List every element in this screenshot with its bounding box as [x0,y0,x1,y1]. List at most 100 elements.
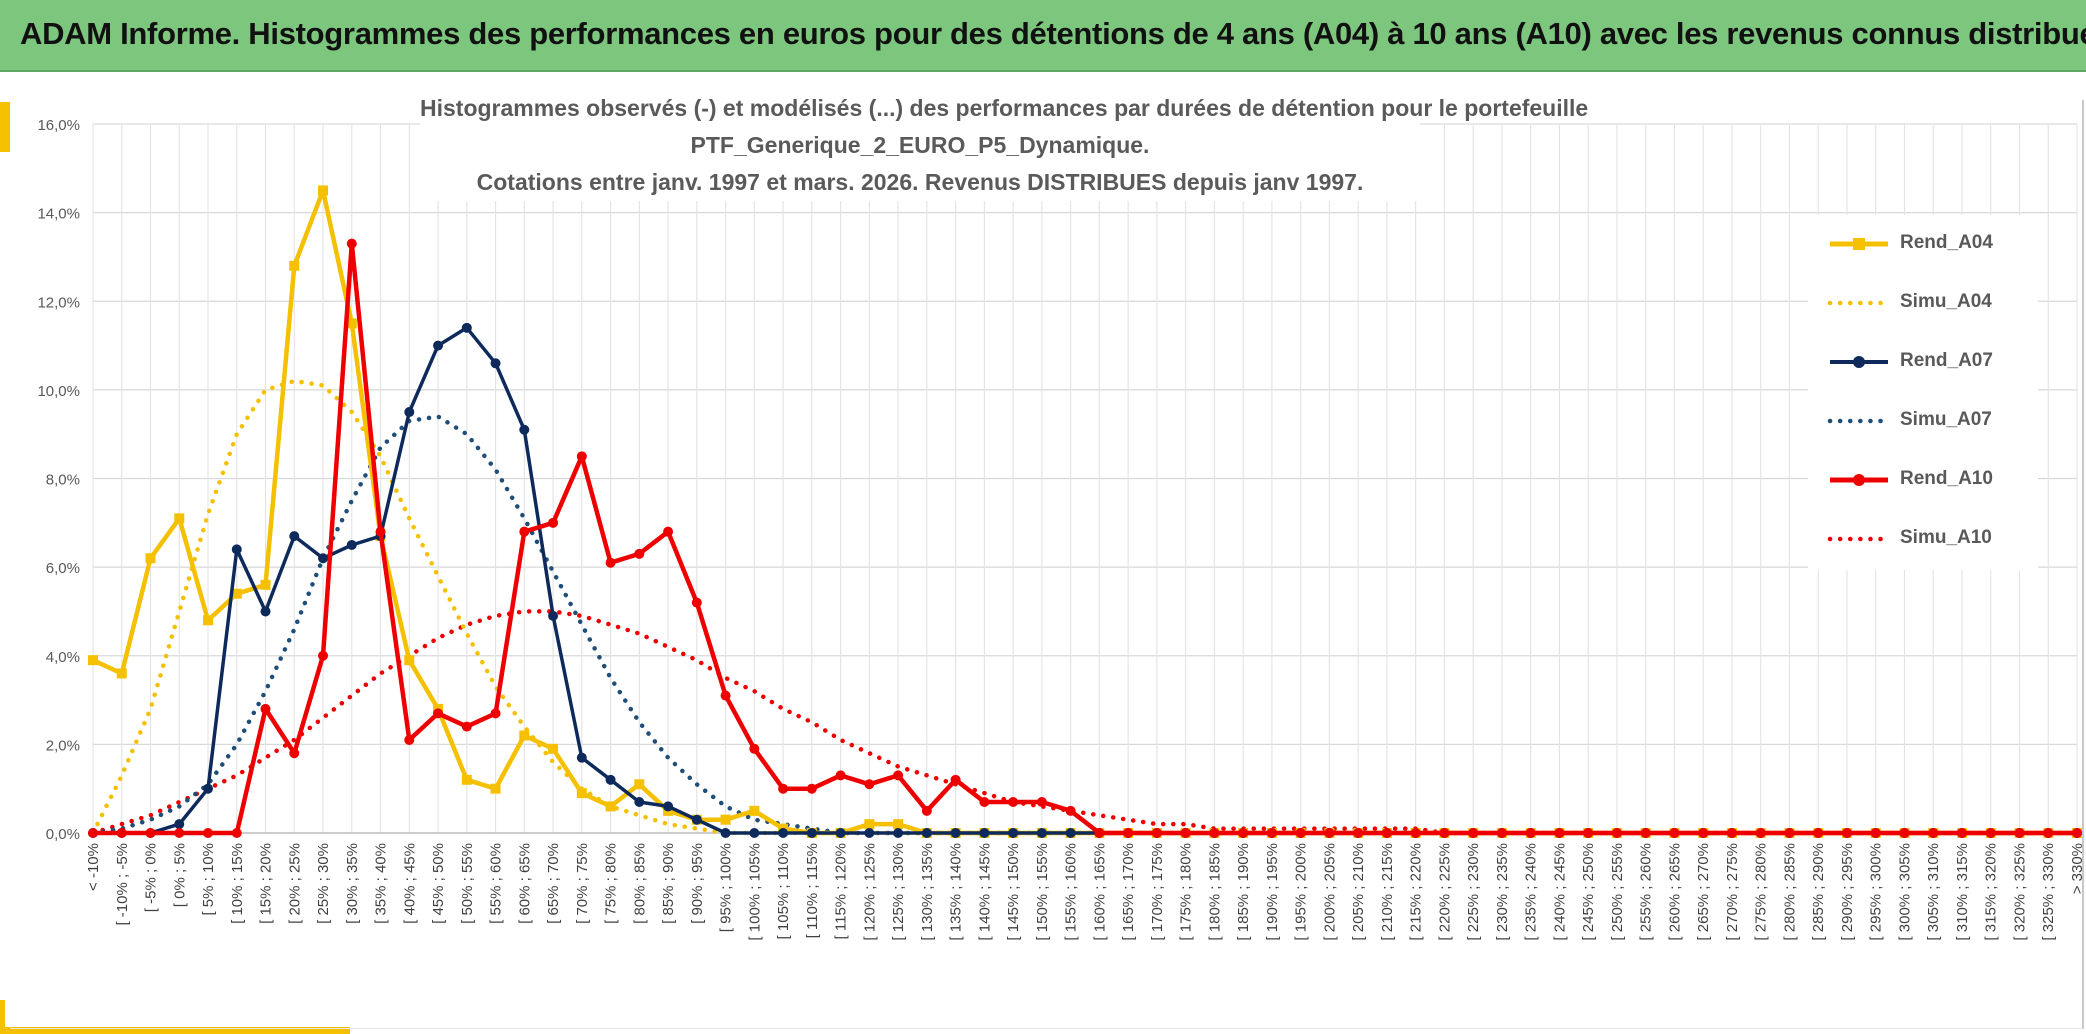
legend-swatch-rend-a10 [1830,474,1888,486]
data-point [1008,828,1019,838]
x-tick-label: [ 160% ; 165% [1091,843,1108,941]
x-tick-label: [ 210% ; 215% [1379,843,1396,941]
series-line-rend-a04 [92,188,2077,836]
data-point [203,615,214,626]
data-point [260,579,271,590]
legend-swatch-simu-a07 [1827,418,1891,424]
data-point [1669,828,1680,838]
legend-label: Simu_A04 [1900,291,1992,312]
data-point [1266,828,1277,838]
data-point [548,610,559,621]
data-point [548,517,559,528]
x-tick-label: [ 75% ; 80% [603,843,620,924]
legend-item-rend-a04: Rend_A04 [1826,229,2036,259]
legend-swatch-simu-a10 [1827,536,1891,542]
data-point [1036,828,1047,838]
data-point [1698,828,1709,838]
y-tick-label: 8,0% [46,472,80,489]
data-point [663,801,674,812]
x-tick-label: [ 80% ; 85% [631,843,648,924]
series-simu-a10 [90,609,2080,836]
legend-item-rend-a07: Rend_A07 [1826,347,2036,377]
data-point [461,774,472,785]
x-tick-label: [ 140% ; 145% [976,843,993,941]
data-point [88,655,98,666]
data-point [806,828,817,838]
data-point [1439,828,1450,838]
x-tick-label: [ 180% ; 185% [1206,843,1223,941]
data-point [1151,828,1162,838]
data-point [605,801,616,812]
data-point [231,828,242,838]
y-tick-label: 10,0% [37,383,80,400]
data-point [1755,828,1766,838]
data-point [1611,828,1622,838]
series-rend-a10 [88,238,2082,838]
x-tick-label: [ 320% ; 325% [2011,843,2028,941]
data-point [1554,828,1565,838]
data-point [145,828,156,838]
y-tick-label: 14,0% [37,206,80,223]
chart-title: Histogrammes observés (-) et modélisés (… [420,90,1588,201]
data-point [778,783,789,794]
x-tick-label: [ 10% ; 15% [229,843,246,924]
data-point [1525,828,1536,838]
x-tick-label: [ 115% ; 120% [833,843,850,939]
x-tick-label: [ 150% ; 155% [1034,843,1051,941]
y-tick-label: 12,0% [37,294,80,311]
x-tick-label: [ 30% ; 35% [344,843,361,924]
x-tick-label: [ 0% ; 5% [171,843,188,907]
data-point [1180,828,1191,838]
legend-item-simu-a10: Simu_A10 [1826,524,2036,554]
data-point [893,770,904,781]
data-point [835,828,846,838]
x-tick-label: [ 275% ; 280% [1753,843,1770,941]
data-point [921,828,932,838]
data-point [691,814,702,825]
chart-series [88,185,2082,838]
data-point [1813,828,1824,838]
data-point [720,690,731,701]
legend-label: Rend_A10 [1900,468,1993,489]
x-tick-label: [ 230% ; 235% [1494,843,1511,941]
x-tick-label: [ 40% ; 45% [401,843,418,924]
data-point [433,708,444,719]
legend-swatch-simu-a04 [1827,300,1891,306]
accent-bar-left [0,102,10,152]
data-point [203,783,214,794]
data-point [749,828,760,838]
data-point [576,752,587,763]
data-point [1036,796,1047,807]
data-point [375,526,386,537]
data-point [1094,828,1105,838]
x-tick-label: [ 25% ; 30% [315,843,332,924]
data-point [1784,828,1795,838]
data-point [404,655,415,666]
header-banner: ADAM Informe. Histogrammes des performan… [0,0,2086,72]
data-point [950,774,961,785]
data-point [88,828,98,838]
chart-title-line-2: PTF_Generique_2_EURO_P5_Dynamique. [690,132,1150,158]
data-point [893,828,904,838]
data-point [1065,828,1076,838]
data-point [404,407,415,418]
data-point [720,828,731,838]
data-point [749,805,760,816]
legend-item-rend-a10: Rend_A10 [1826,465,2036,495]
x-tick-label: [ 280% ; 285% [1781,843,1798,941]
data-point [835,770,846,781]
data-point [1583,828,1594,838]
legend-label: Rend_A07 [1900,350,1993,371]
data-point [979,796,990,807]
x-tick-label: [ 295% ; 300% [1868,843,1885,941]
x-tick-label: > 330% [2069,843,2086,894]
legend-label: Simu_A07 [1900,409,1992,430]
accent-bar-bottom [0,1027,350,1034]
data-point [1238,828,1249,838]
data-point [605,774,616,785]
x-tick-label: [ 125% ; 130% [890,843,907,941]
x-tick-label: [ 195% ; 200% [1293,843,1310,941]
data-point [1841,828,1852,838]
data-point [2014,828,2025,838]
